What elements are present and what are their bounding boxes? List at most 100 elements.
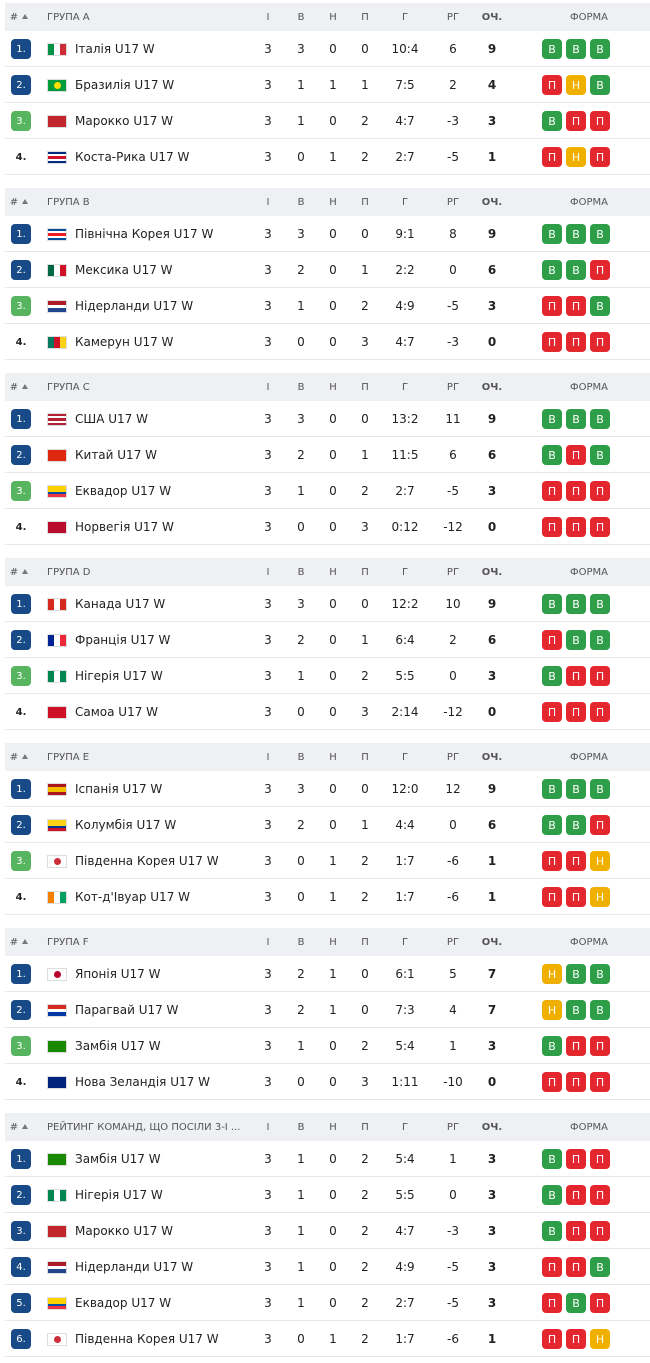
form-badge: В <box>566 1293 586 1313</box>
team-name[interactable]: Південна Корея U17 W <box>75 1331 219 1346</box>
team-row: 3. Марокко U17 W 3 1 0 2 4:7 -3 3 В П П <box>5 103 650 139</box>
team-name[interactable]: Еквадор U17 W <box>75 1295 172 1310</box>
flag-stripe <box>48 232 66 235</box>
sort-icon[interactable] <box>22 14 28 19</box>
team-name[interactable]: Замбія U17 W <box>75 1151 161 1166</box>
stat-won: 1 <box>297 1223 305 1238</box>
form-badge: В <box>566 630 586 650</box>
form-badge: В <box>566 224 586 244</box>
team-name[interactable]: Іспанія U17 W <box>75 781 163 796</box>
flag-stripe <box>48 1190 54 1201</box>
team-name[interactable]: Франція U17 W <box>75 632 171 647</box>
team-name[interactable]: Самоа U17 W <box>75 704 159 719</box>
stat-won: 3 <box>297 781 305 796</box>
team-name[interactable]: Нідерланди U17 W <box>75 298 194 313</box>
team-name[interactable]: Японія U17 W <box>75 966 161 981</box>
stat-diff: -6 <box>447 853 459 868</box>
team-name[interactable]: Кот-д'Івуар U17 W <box>75 889 191 904</box>
stat-played: 3 <box>264 226 272 241</box>
flag-stripe <box>48 1269 66 1273</box>
flag-stripe <box>48 486 66 489</box>
stat-points: 3 <box>487 668 497 683</box>
team-row: 3. Нідерланди U17 W 3 1 0 2 4:9 -5 3 П П В <box>5 288 650 324</box>
team-name[interactable]: Південна Корея U17 W <box>75 853 219 868</box>
team-name[interactable]: Парагвай U17 W <box>75 1002 179 1017</box>
team-row: 2. Колумбія U17 W 3 2 0 1 4:4 0 6 В В П <box>5 807 650 843</box>
team-name[interactable]: Колумбія U17 W <box>75 817 177 832</box>
sort-icon[interactable] <box>22 1124 28 1129</box>
rank: 2. <box>11 445 31 465</box>
sort-icon[interactable] <box>22 939 28 944</box>
team-name[interactable]: Північна Корея U17 W <box>75 226 214 241</box>
rank: 3. <box>11 851 31 871</box>
team-name[interactable]: Еквадор U17 W <box>75 483 172 498</box>
rank: 3. <box>11 111 31 131</box>
header-goals: Г <box>401 11 409 23</box>
header-diff: РГ <box>446 11 460 23</box>
team-name[interactable]: Нова Зеландія U17 W <box>75 1074 210 1089</box>
stat-won: 0 <box>297 334 305 349</box>
team-name[interactable]: Нігерія U17 W <box>75 668 163 683</box>
stat-played: 3 <box>264 77 272 92</box>
team-name[interactable]: Марокко U17 W <box>75 113 174 128</box>
team-name[interactable]: США U17 W <box>75 411 148 426</box>
sort-icon[interactable] <box>22 384 28 389</box>
header-draw: Н <box>329 936 337 948</box>
flag-stripe <box>48 1077 66 1088</box>
team-name[interactable]: Бразилія U17 W <box>75 77 175 92</box>
sort-icon[interactable] <box>22 569 28 574</box>
header-rank: # <box>9 11 19 23</box>
flag-emblem <box>54 971 61 978</box>
stat-draw: 0 <box>329 447 337 462</box>
form-badge: В <box>542 224 562 244</box>
team-name[interactable]: Італія U17 W <box>75 41 155 56</box>
stat-diff: 10 <box>445 596 461 611</box>
stat-draw: 0 <box>329 41 337 56</box>
stat-points: 9 <box>487 41 497 56</box>
stat-draw: 0 <box>329 298 337 313</box>
stat-played: 3 <box>264 1259 272 1274</box>
flag <box>47 115 67 128</box>
team-row: 3. Замбія U17 W 3 1 0 2 5:4 1 3 В П П <box>5 1028 650 1064</box>
form-badge: Н <box>542 1000 562 1020</box>
stat-played: 3 <box>264 447 272 462</box>
form-badge: П <box>566 332 586 352</box>
flag-stripe <box>48 414 66 417</box>
team-name[interactable]: Замбія U17 W <box>75 1038 161 1053</box>
stat-draw: 1 <box>329 966 337 981</box>
team-name[interactable]: Нігерія U17 W <box>75 1187 163 1202</box>
team-name[interactable]: Норвегія U17 W <box>75 519 174 534</box>
team-name[interactable]: Канада U17 W <box>75 596 166 611</box>
form-badge: П <box>590 1149 610 1169</box>
team-name[interactable]: Мексика U17 W <box>75 262 173 277</box>
stat-won: 2 <box>297 632 305 647</box>
flag-stripe <box>48 822 66 826</box>
form-badge: В <box>566 779 586 799</box>
sort-icon[interactable] <box>22 199 28 204</box>
header-form: ФОРМА <box>570 1121 608 1133</box>
stat-points: 3 <box>487 113 497 128</box>
stat-draw: 0 <box>329 1187 337 1202</box>
rank: 1. <box>11 594 31 614</box>
header-played: І <box>266 1121 270 1133</box>
sort-icon[interactable] <box>22 754 28 759</box>
flag-stripe <box>48 1265 66 1270</box>
team-name[interactable]: Нідерланди U17 W <box>75 1259 194 1274</box>
stat-draw: 0 <box>329 781 337 796</box>
stat-diff: -12 <box>443 519 463 534</box>
header-rank: # <box>9 381 19 393</box>
stat-won: 1 <box>297 483 305 498</box>
header-draw: Н <box>329 751 337 763</box>
stat-lost: 0 <box>361 41 369 56</box>
stat-played: 3 <box>264 853 272 868</box>
stat-played: 3 <box>264 966 272 981</box>
form-badge: П <box>566 111 586 131</box>
team-name[interactable]: Коста-Рика U17 W <box>75 149 190 164</box>
team-name[interactable]: Китай U17 W <box>75 447 158 462</box>
team-name[interactable]: Марокко U17 W <box>75 1223 174 1238</box>
form-badge: П <box>566 1257 586 1277</box>
team-row: 3. Еквадор U17 W 3 1 0 2 2:7 -5 3 П П П <box>5 473 650 509</box>
team-name[interactable]: Камерун U17 W <box>75 334 174 349</box>
form-badge: П <box>542 481 562 501</box>
flag-stripe <box>48 153 66 156</box>
